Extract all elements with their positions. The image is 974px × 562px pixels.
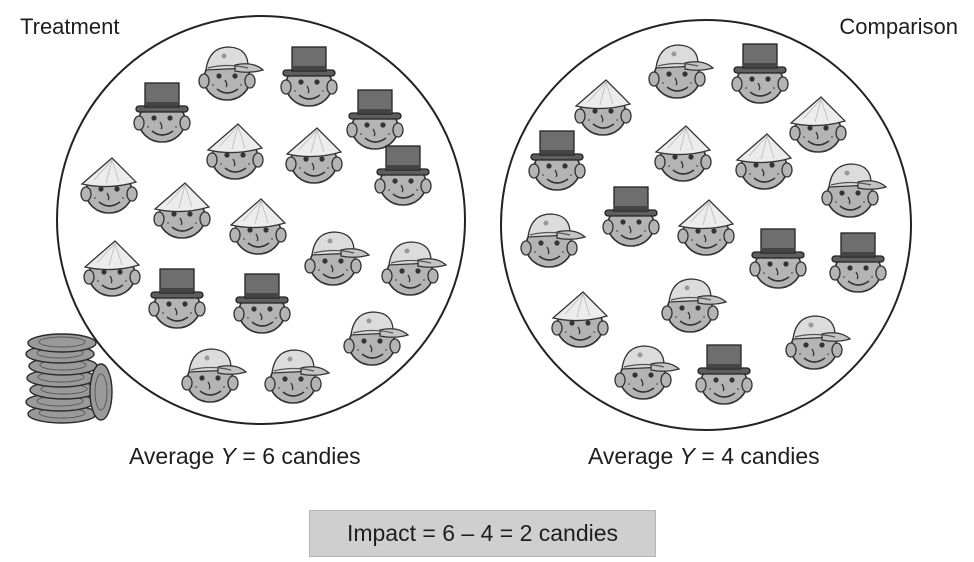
child-face-icon xyxy=(133,82,191,143)
impact-box: Impact = 6 – 4 = 2 candies xyxy=(309,510,656,557)
child-face-icon xyxy=(821,163,887,218)
child-face-icon xyxy=(648,44,714,99)
treatment-average-prefix: Average xyxy=(129,443,221,469)
top-hat-icon xyxy=(150,268,204,299)
cap-icon xyxy=(527,213,586,240)
cap-icon xyxy=(205,46,264,73)
cone-icon xyxy=(552,291,608,322)
comparison-label: Comparison xyxy=(839,14,958,39)
treatment-label: Treatment xyxy=(20,14,120,39)
child-face-icon xyxy=(206,123,264,180)
cap-icon xyxy=(668,278,727,305)
top-hat-icon xyxy=(733,43,787,74)
top-hat-icon xyxy=(604,186,658,217)
child-face-icon xyxy=(749,228,807,289)
cap-icon xyxy=(271,349,330,376)
child-face-icon xyxy=(614,345,680,400)
cap-icon xyxy=(311,231,370,258)
child-face-icon xyxy=(264,349,330,404)
comparison-average-suffix: = 4 candies xyxy=(694,443,820,469)
cone-icon xyxy=(207,123,263,154)
top-hat-icon xyxy=(282,46,336,77)
top-hat-icon xyxy=(530,130,584,161)
top-hat-icon xyxy=(135,82,189,113)
cone-icon xyxy=(81,157,137,188)
child-face-icon xyxy=(551,291,609,348)
child-face-icon xyxy=(528,130,586,191)
child-face-icon xyxy=(285,127,343,184)
comparison-average-prefix: Average xyxy=(588,443,680,469)
child-face-icon xyxy=(198,46,264,101)
child-face-icon xyxy=(602,186,660,247)
child-face-icon xyxy=(343,311,409,366)
child-face-icon xyxy=(829,232,887,293)
child-face-icon xyxy=(304,231,370,286)
top-hat-icon xyxy=(697,344,751,375)
child-face-icon xyxy=(148,268,206,329)
treatment-average-variable: Y xyxy=(220,443,236,469)
child-face-icon xyxy=(574,79,632,136)
top-hat-icon xyxy=(348,89,402,120)
treatment-average-suffix: = 6 candies xyxy=(235,443,361,469)
child-face-icon xyxy=(785,315,851,370)
top-hat-icon xyxy=(235,273,289,304)
child-face-icon xyxy=(80,157,138,214)
cone-icon xyxy=(84,240,140,271)
child-face-icon xyxy=(83,240,141,297)
cone-icon xyxy=(790,96,846,127)
cone-icon xyxy=(286,127,342,158)
cone-icon xyxy=(655,125,711,156)
top-hat-icon xyxy=(831,232,885,263)
cap-icon xyxy=(792,315,851,342)
child-face-icon xyxy=(520,213,586,268)
top-hat-icon xyxy=(376,145,430,176)
cap-icon xyxy=(655,44,714,71)
child-face-icon xyxy=(153,182,211,239)
cone-icon xyxy=(230,198,286,229)
child-face-icon xyxy=(789,96,847,153)
child-face-icon xyxy=(677,199,735,256)
cap-icon xyxy=(828,163,887,190)
child-face-icon xyxy=(661,278,727,333)
child-face-icon xyxy=(229,198,287,255)
cap-icon xyxy=(621,345,680,372)
cap-icon xyxy=(188,348,247,375)
child-face-icon xyxy=(374,145,432,206)
treatment-group xyxy=(80,46,447,404)
treatment-circle xyxy=(56,15,466,425)
comparison-group xyxy=(520,43,887,405)
comparison-circle xyxy=(500,19,912,431)
treatment-average: Average Y = 6 candies xyxy=(129,442,361,470)
cone-icon xyxy=(736,133,792,164)
coin-stack-icon xyxy=(25,333,113,424)
child-face-icon xyxy=(695,344,753,405)
child-face-icon xyxy=(735,133,793,190)
child-face-icon xyxy=(346,89,404,150)
comparison-average-variable: Y xyxy=(679,443,695,469)
child-face-icon xyxy=(181,348,247,403)
comparison-average: Average Y = 4 candies xyxy=(588,442,820,470)
top-hat-icon xyxy=(751,228,805,259)
child-face-icon xyxy=(233,273,291,334)
child-face-icon xyxy=(381,241,447,296)
child-face-icon xyxy=(654,125,712,182)
cone-icon xyxy=(575,79,631,110)
child-face-icon xyxy=(731,43,789,104)
cone-icon xyxy=(678,199,734,230)
cap-icon xyxy=(388,241,447,268)
child-face-icon xyxy=(280,46,338,107)
cone-icon xyxy=(154,182,210,213)
cap-icon xyxy=(350,311,409,338)
